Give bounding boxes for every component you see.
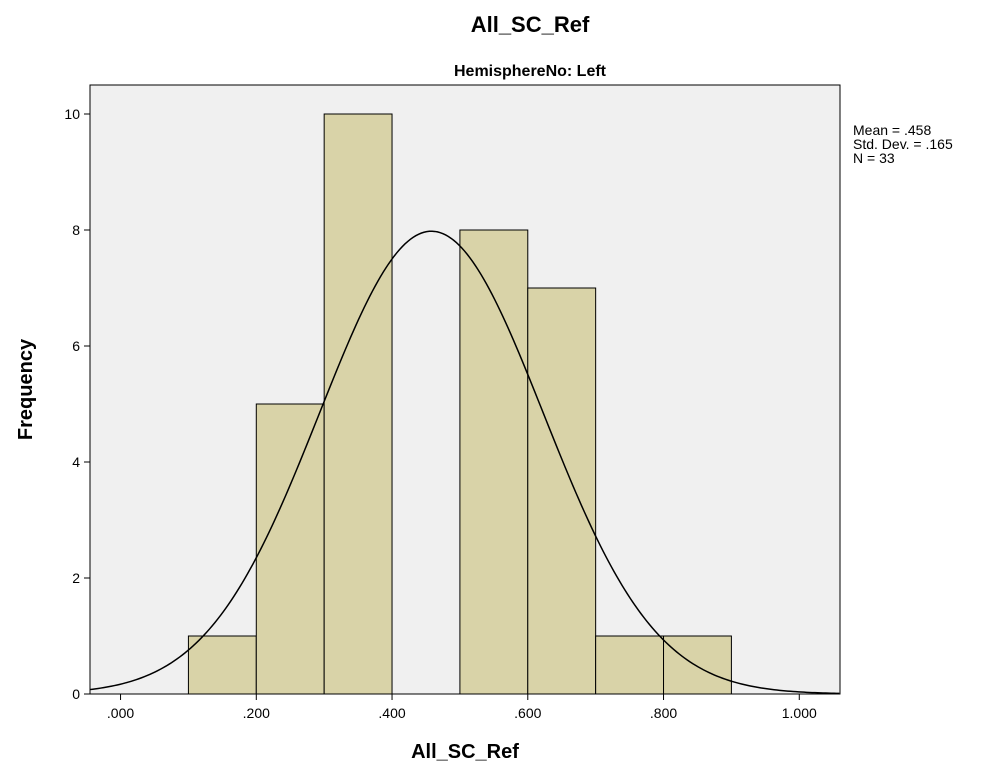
histogram-bar: [595, 635, 665, 695]
histogram-bar: [459, 229, 529, 695]
y-tick-label: 4: [72, 454, 80, 470]
x-tick-label: .000: [107, 705, 134, 721]
histogram-bar: [187, 635, 257, 695]
chart-title: All_SC_Ref: [471, 12, 590, 37]
y-axis-title: Frequency: [15, 338, 37, 440]
x-axis-title: All_SC_Ref: [411, 741, 519, 763]
y-tick-label: 2: [72, 570, 80, 586]
y-tick-label: 8: [72, 222, 80, 238]
axes-group: 0 2 4 6 8 10 .000 .200 .400 .600 .800 1.000: [64, 85, 840, 721]
histogram-bar: [323, 113, 393, 695]
normal-curve: [89, 230, 840, 695]
y-tick-label: 0: [72, 686, 80, 702]
chart-subtitle: HemisphereNo: Left: [454, 63, 607, 80]
bars-group: [187, 113, 732, 695]
stats-line: N = 33: [853, 150, 895, 166]
histogram-bar: [255, 403, 325, 695]
stats-line: Mean = .458: [853, 122, 931, 138]
x-tick-label: .800: [650, 705, 677, 721]
histogram-bar: [527, 287, 597, 695]
y-tick-label: 6: [72, 338, 80, 354]
y-tick-label: 10: [64, 106, 80, 122]
x-tick-label: .200: [243, 705, 270, 721]
x-tick-label: .400: [378, 705, 405, 721]
histogram-bar: [663, 635, 732, 695]
x-tick-label: 1.000: [782, 705, 817, 721]
stats-line: Std. Dev. = .165: [853, 136, 953, 152]
x-tick-label: .600: [514, 705, 541, 721]
